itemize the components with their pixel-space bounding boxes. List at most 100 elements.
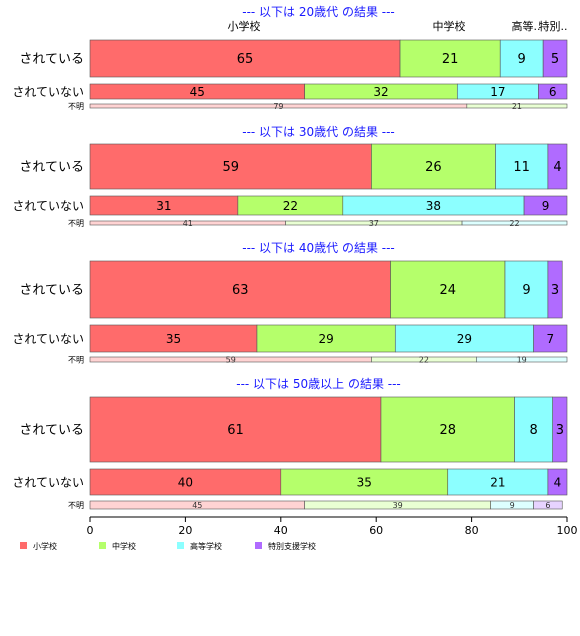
group-4: --- 以下は 50歳以上 の結果 --- されている 61 28 8 3 されていない 40… [12,377,568,510]
bar-segment [447,468,549,496]
bar-segment [390,260,506,319]
group-3: --- 以下は 40歳代 の結果 --- されている 63 24 9 3 されていない 35 2… [12,241,568,365]
data-label: 26 [425,160,442,175]
legend-swatch [20,542,27,549]
row-label: 不明 [68,356,84,365]
group-title: --- 以下は 30歳代 の結果 --- [242,125,395,139]
data-label: 9 [542,199,550,213]
legend-label: 中学校 [112,541,136,551]
row-label: 不明 [68,501,84,510]
legend-swatch [99,542,106,549]
bar-segment [533,324,568,353]
data-label: 3 [551,283,559,298]
legend-label: 特別支援学校 [268,541,316,551]
legend-swatch [177,542,184,549]
bar-segment [371,143,496,190]
legend-label: 小学校 [33,541,57,551]
data-label: 4 [554,475,562,489]
bar-segment [280,468,449,496]
data-label: 22 [419,355,429,364]
bar-row: されていない 40 35 21 4 [12,468,568,496]
data-label: 11 [513,160,530,175]
bar-row: されている 61 28 8 3 [19,396,568,463]
data-label: 65 [237,52,254,67]
column-header: 高等.. [512,19,541,33]
data-label: 21 [512,102,522,111]
data-label: 17 [490,85,505,99]
data-label: 6 [549,85,557,99]
bar-segment [256,324,396,353]
data-label: 29 [457,332,472,346]
bar-segment [89,396,382,463]
legend: 小学校 中学校 高等学校 特別支援学校 [20,541,316,551]
data-label: 28 [439,423,456,438]
bar-segment [89,39,401,78]
column-header: 特別.. [539,19,568,33]
bar-segment [547,468,568,496]
bar-segment [523,195,568,216]
bar-segment [547,143,568,190]
bar-segment [394,324,534,353]
bar-segment [504,260,549,319]
row-label: 不明 [68,102,84,111]
row-label: されている [19,423,84,438]
data-label: 5 [551,52,559,67]
bar-row: されている 59 26 11 4 [19,143,568,190]
data-label: 22 [509,219,519,228]
data-label: 35 [166,332,181,346]
bar-segment [538,83,568,100]
legend-item: 中学校 [99,541,136,551]
legend-item: 小学校 [20,541,57,551]
group-title: --- 以下は 20歳代 の結果 --- [242,5,395,19]
bar-segment [552,396,568,463]
bar-row: されていない 31 22 38 9 [12,195,568,216]
x-tick-label: 100 [557,524,578,537]
legend-item: 特別支援学校 [255,541,316,551]
x-tick-label: 60 [369,524,383,537]
bar-segment [380,396,515,463]
row-label: されている [19,160,84,175]
data-label: 6 [545,501,550,510]
data-label: 21 [490,475,505,489]
column-header: 中学校 [433,19,466,33]
data-label: 9 [522,283,530,298]
x-tick-label: 0 [87,524,94,537]
data-label: 31 [156,199,171,213]
bar-segment [461,220,568,226]
bar-segment [514,396,553,463]
data-label: 32 [373,85,388,99]
bar-segment [499,39,544,78]
data-label: 59 [226,355,236,364]
row-label: 不明 [68,219,84,228]
data-label: 39 [393,501,403,510]
row-label: されていない [12,199,84,213]
bar-segment [542,39,568,78]
data-label: 45 [192,501,202,510]
data-label: 35 [357,475,372,489]
data-label: 41 [183,219,193,228]
row-label: されていない [12,476,84,490]
legend-swatch [255,542,262,549]
x-tick-label: 80 [465,524,479,537]
data-label: 9 [510,501,515,510]
group-title: --- 以下は 50歳以上 の結果 --- [236,377,401,391]
data-label: 45 [190,85,205,99]
bar-row: 不明 59 22 19 [68,355,568,365]
data-label: 29 [318,332,333,346]
x-axis: 0 20 40 60 80 100 [87,516,578,537]
row-label: されている [19,52,84,67]
column-header: 小学校 [228,19,261,33]
bar-row: 不明 41 37 22 [68,219,568,228]
row-label: されていない [12,332,84,346]
bar-segment [89,324,258,353]
bar-row: されていない 35 29 29 7 [12,324,568,353]
data-label: 63 [232,283,249,298]
bar-segment [89,143,372,190]
data-label: 9 [518,52,526,67]
bar-row: されている 63 24 9 3 [19,260,563,319]
row-label: されている [19,283,84,298]
x-tick-label: 40 [274,524,288,537]
data-label: 19 [517,355,527,364]
group-title: --- 以下は 40歳代 の結果 --- [242,241,395,255]
